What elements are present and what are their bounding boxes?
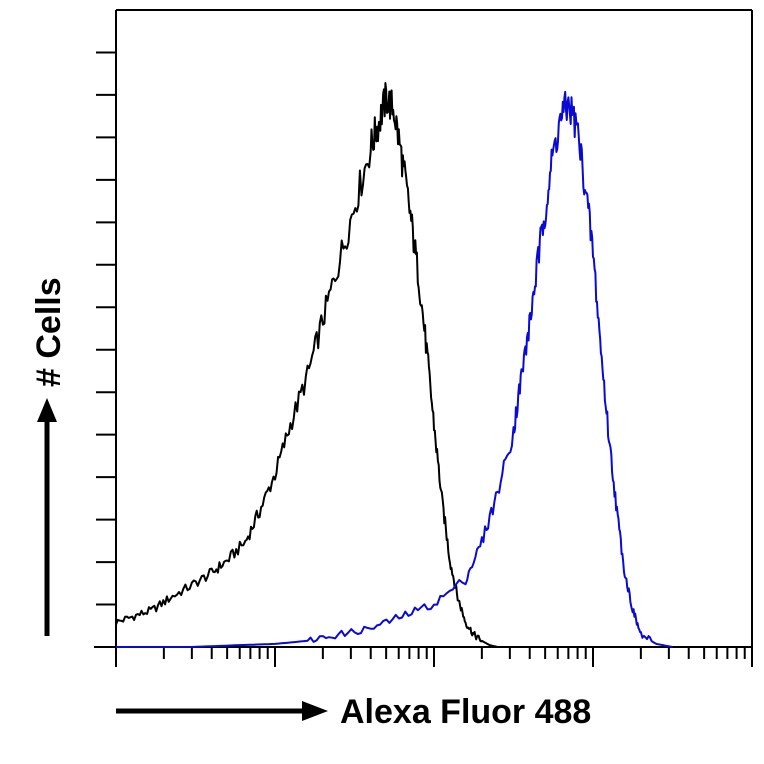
y-axis-ticks [96,51,116,606]
y-axis-label: # Cells [30,277,68,387]
x-axis-arrow-head [302,701,328,721]
series-layer [115,82,673,648]
x-axis-ticks [115,647,753,667]
histogram-series-2 [116,90,673,648]
x-axis-label: Alexa Fluor 488 [340,693,591,731]
plot-frame [94,9,753,648]
histogram-series-1 [115,82,498,648]
y-axis-arrow-head [37,398,57,422]
